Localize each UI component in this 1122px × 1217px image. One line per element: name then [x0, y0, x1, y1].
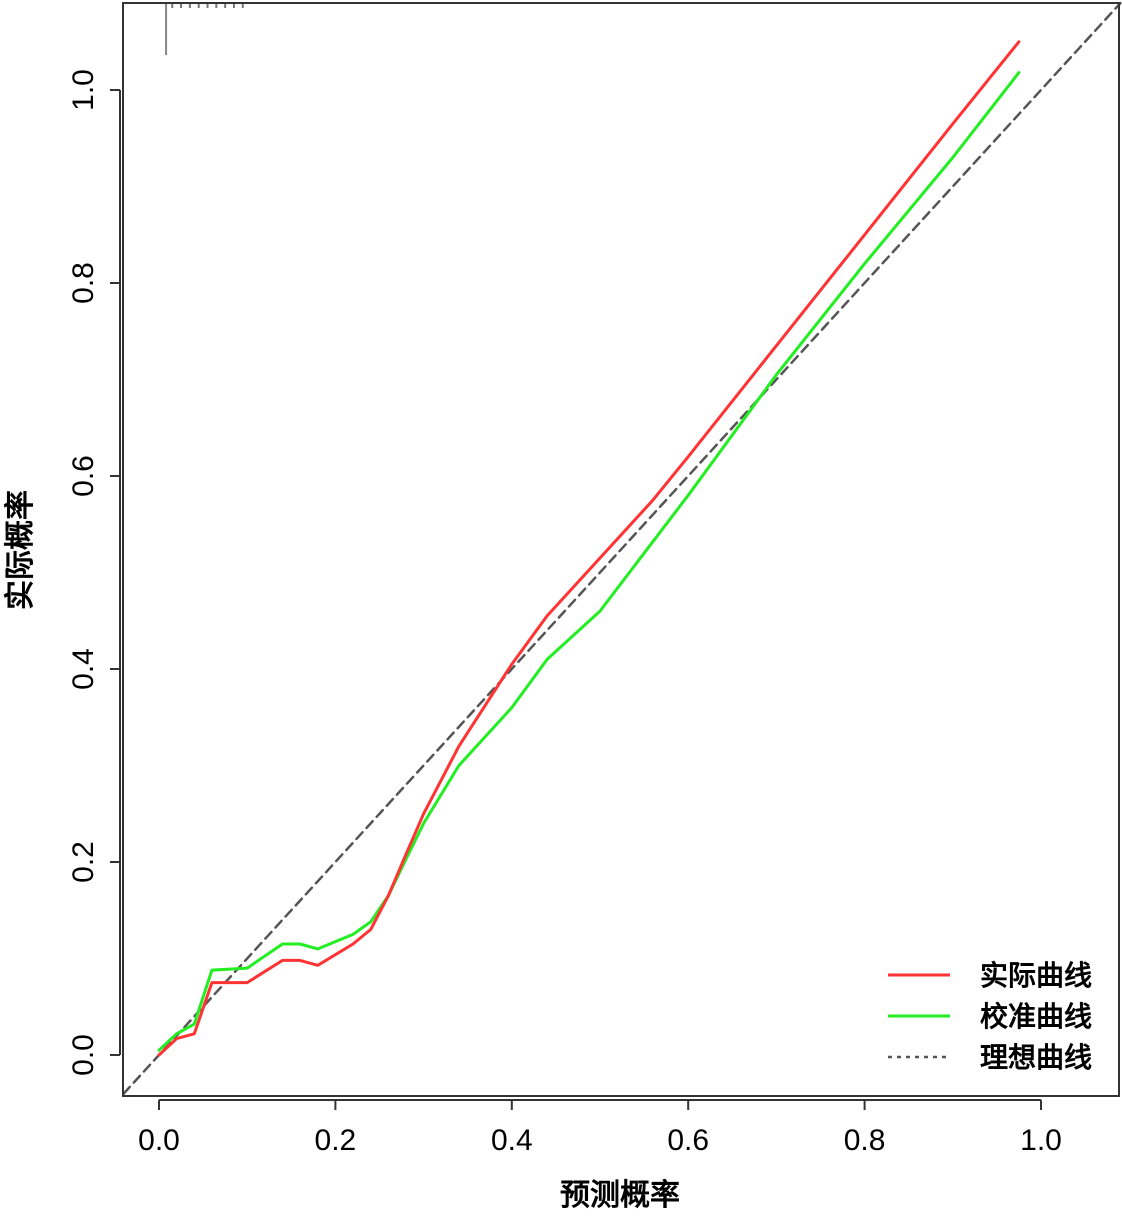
series-line-3 [122, 1, 1122, 1095]
y-tick-label: 0.8 [67, 262, 100, 304]
x-tick-label: 0.6 [667, 1124, 709, 1157]
legend-label: 实际曲线 [980, 959, 1092, 992]
y-tick-label: 1.0 [67, 69, 100, 111]
y-tick-label: 0.4 [67, 648, 100, 690]
x-tick-label: 0.8 [844, 1124, 886, 1157]
y-tick-label: 0.2 [67, 841, 100, 883]
x-tick-label: 0.2 [315, 1124, 357, 1157]
plot-layer [122, 1, 1122, 1095]
plot-frame [122, 2, 1120, 1097]
y-tick-label: 0.6 [67, 455, 100, 497]
axes-layer: 0.0 0.2 0.4 0.6 0.8 1.0 0.0 0.2 0.4 0.6 0.8 1.0 [67, 69, 1062, 1157]
x-tick-label: 1.0 [1020, 1124, 1062, 1157]
series-line-1 [157, 40, 1021, 1057]
y-axis-title: 实际概率 [3, 490, 38, 610]
y-tick-label: 0.0 [67, 1034, 100, 1076]
x-tick-label: 0.0 [138, 1124, 180, 1157]
legend-label: 校准曲线 [980, 1000, 1092, 1033]
x-tick-label: 0.4 [491, 1124, 533, 1157]
x-axis-title: 预测概率 [560, 1178, 680, 1213]
legend-label: 理想曲线 [980, 1041, 1092, 1074]
